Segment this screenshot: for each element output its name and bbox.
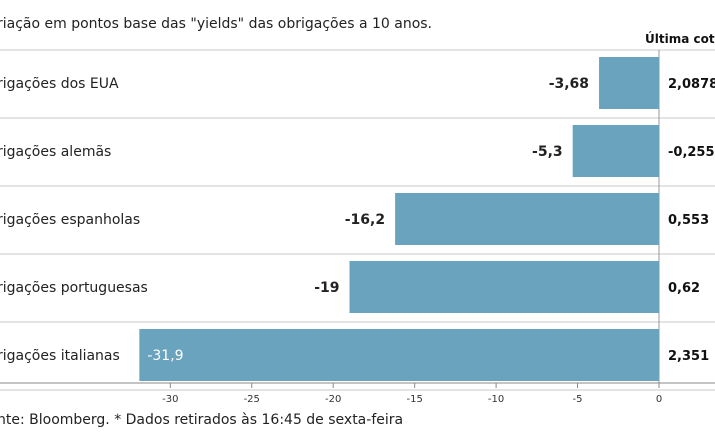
- chart-subtitle: riação em pontos base das "yields" das o…: [0, 16, 433, 32]
- data-label: -16,2: [345, 212, 385, 228]
- category-label: rigações italianas: [0, 348, 120, 364]
- x-tick-label: -25: [244, 394, 260, 405]
- category-label: rigações espanholas: [0, 212, 140, 228]
- last-quote-value: 2,351: [668, 349, 709, 364]
- data-label: -5,3: [532, 144, 563, 160]
- category-label: rigações dos EUA: [0, 76, 119, 92]
- last-quote-value: -0,255: [668, 145, 715, 160]
- category-label: rigações portuguesas: [0, 280, 148, 296]
- bar-3: [395, 193, 659, 245]
- x-tick-label: -20: [325, 394, 341, 405]
- last-quote-value: 2,0878: [668, 77, 715, 92]
- bar-2: [572, 125, 659, 177]
- last-quote-header: Última cotaç: [645, 32, 715, 46]
- data-label: -31,9: [147, 348, 183, 364]
- bar-4: [349, 261, 659, 313]
- last-quote-value: 0,62: [668, 281, 700, 296]
- data-label: -19: [314, 280, 339, 296]
- x-tick-label: -15: [406, 394, 422, 405]
- x-tick-label: 0: [656, 394, 662, 405]
- category-label: rigações alemãs: [0, 144, 111, 160]
- bar-5: [139, 329, 659, 381]
- bar-1: [599, 57, 659, 109]
- source-note: nte: Bloomberg. * Dados retirados às 16:…: [0, 412, 404, 428]
- bar-chart: rigações dos EUA -3,68 2,0878 rigações alem…: [0, 49, 715, 405]
- last-quote-value: 0,553: [668, 213, 709, 228]
- x-tick-label: -10: [488, 394, 504, 405]
- x-tick-label: -30: [162, 394, 178, 405]
- x-tick-label: -5: [573, 394, 583, 405]
- data-label: -3,68: [549, 76, 589, 92]
